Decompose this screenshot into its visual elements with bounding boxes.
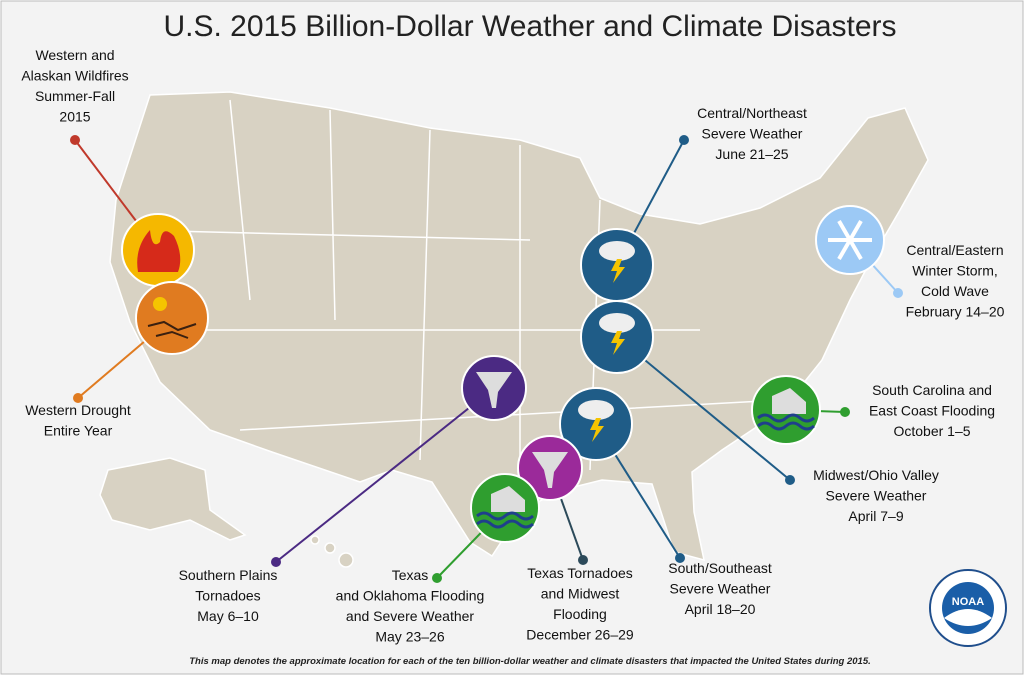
event-label: South Carolina and: [872, 382, 992, 398]
event-label: 2015: [59, 109, 90, 125]
waves: [476, 511, 534, 529]
sun: [153, 297, 167, 311]
event-label: Midwest/Ohio Valley: [813, 467, 939, 483]
leader-dot: [893, 288, 903, 298]
leader-dot: [840, 407, 850, 417]
event-label: Entire Year: [44, 423, 113, 439]
event-label: June 21–25: [715, 146, 788, 162]
event-label: Central/Northeast: [697, 105, 807, 121]
event-label: Central/Eastern: [906, 242, 1003, 258]
us-map: [99, 91, 929, 568]
event: Central/Northeast Severe Weather June 21–2…: [580, 105, 807, 302]
event-label: Western Drought: [25, 402, 131, 418]
event-label: and Midwest: [541, 586, 620, 602]
footnote: This map denotes the approximate locatio…: [189, 656, 871, 667]
leader-dot: [578, 555, 588, 565]
leader-dot: [432, 573, 442, 583]
cloud: [578, 400, 614, 420]
event-label: Severe Weather: [702, 126, 803, 142]
event-label: Flooding: [553, 606, 607, 622]
leader-dot: [70, 135, 80, 145]
lightning: [611, 259, 625, 283]
event-label: Tornadoes: [195, 588, 260, 604]
leader-line: [275, 387, 495, 563]
event-label: South/Southeast: [668, 560, 772, 576]
flame: [137, 230, 181, 272]
cloud: [599, 241, 635, 261]
event: South/Southeast Severe Weather April 18–20: [559, 387, 772, 617]
event-label: Severe Weather: [670, 581, 771, 597]
event-label: Alaskan Wildfires: [21, 68, 128, 84]
event-label: October 1–5: [893, 423, 970, 439]
leader-line: [616, 336, 791, 481]
event-label: East Coast Flooding: [869, 403, 995, 419]
house: [772, 388, 806, 414]
funnel: [532, 452, 568, 488]
event-icon: [135, 281, 209, 355]
logo-text: NOAA: [952, 596, 984, 608]
event: Southern Plains Tornadoes May 6–10: [179, 355, 527, 624]
event-label: Texas Tornadoes: [527, 565, 633, 581]
leader-dot: [675, 553, 685, 563]
event-label: December 26–29: [526, 627, 634, 643]
event-label: Winter Storm,: [912, 263, 998, 279]
event-label: Summer-Fall: [35, 88, 115, 104]
house: [491, 486, 525, 512]
event-label: Western and: [35, 47, 114, 63]
event: South Carolina and East Coast Flooding Oct…: [751, 375, 995, 445]
event-label: and Severe Weather: [346, 608, 474, 624]
event-label: April 7–9: [848, 508, 903, 524]
event-label: May 23–26: [375, 629, 444, 645]
noaa-logo: NOAA: [929, 569, 1007, 647]
funnel: [476, 372, 512, 408]
events: Western and Alaskan Wildfires Summer-Fall 2…: [21, 47, 1004, 645]
event: Texas and Oklahoma Flooding and Severe Wea…: [336, 473, 540, 645]
leader-dot: [271, 557, 281, 567]
event-label: Southern Plains: [179, 567, 278, 583]
event-label: Severe Weather: [826, 488, 927, 504]
event-label: May 6–10: [197, 608, 259, 624]
event-label: Cold Wave: [921, 283, 989, 299]
event: Western Drought Entire Year: [25, 281, 209, 439]
lightning: [611, 331, 625, 355]
event-label: Texas: [392, 567, 429, 583]
event-label: February 14–20: [906, 304, 1005, 320]
title: U.S. 2015 Billion-Dollar Weather and Cli…: [163, 10, 896, 43]
event: Midwest/Ohio Valley Severe Weather April 7…: [580, 300, 939, 524]
snowflake-arm: [837, 219, 863, 261]
event-label: April 18–20: [685, 601, 756, 617]
cracks: [147, 320, 197, 339]
event: Central/Eastern Winter Storm, Cold Wave Feb…: [815, 205, 1005, 320]
lightning: [590, 418, 604, 442]
leader-dot: [785, 475, 795, 485]
leader-dot: [73, 393, 83, 403]
event: Texas Tornadoes and Midwest Flooding Decemb…: [517, 435, 634, 643]
cloud: [599, 313, 635, 333]
event-label: and Oklahoma Flooding: [336, 588, 485, 604]
event: Western and Alaskan Wildfires Summer-Fall 2…: [21, 47, 195, 287]
waves: [757, 413, 815, 431]
leader-dot: [679, 135, 689, 145]
